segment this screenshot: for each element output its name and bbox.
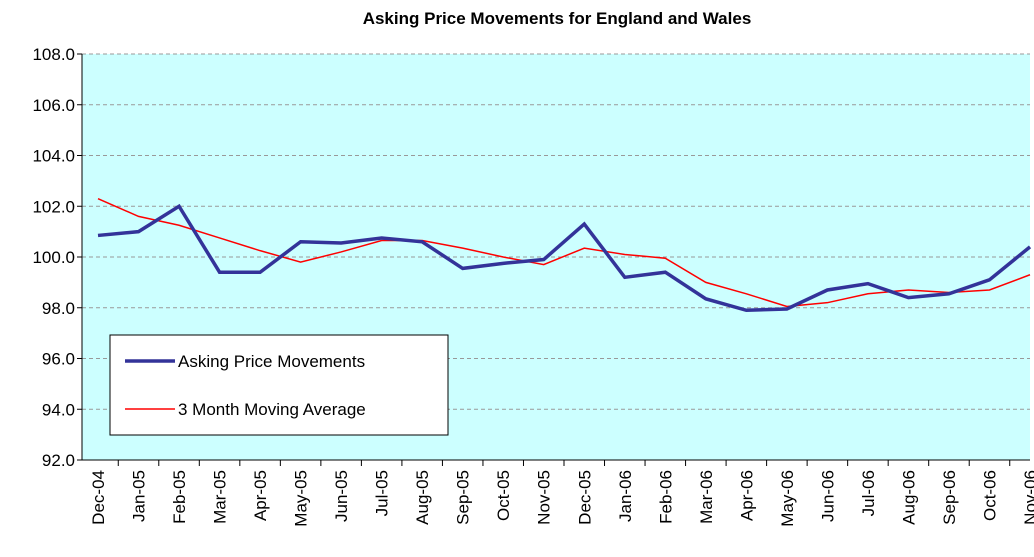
x-tick-label: Dec-05 <box>575 470 594 525</box>
x-tick-label: May-06 <box>778 470 797 527</box>
x-tick-label: Jun-05 <box>332 470 351 522</box>
chart-title: Asking Price Movements for England and W… <box>363 9 752 28</box>
x-tick-label: Jan-06 <box>616 470 635 522</box>
y-tick-label: 96.0 <box>42 350 75 369</box>
x-tick-label: Jan-05 <box>130 470 149 522</box>
series-line <box>97 203 1032 313</box>
x-tick-label: Nov-06 <box>1021 470 1034 525</box>
y-tick-label: 104.0 <box>32 147 75 166</box>
x-tick-label: May-05 <box>292 470 311 527</box>
legend-label: Asking Price Movements <box>178 352 365 371</box>
y-tick-label: 100.0 <box>32 248 75 267</box>
x-tick-label: Feb-05 <box>170 470 189 524</box>
y-tick-label: 108.0 <box>32 45 75 64</box>
series-line <box>97 197 1031 308</box>
x-tick-label: Aug-05 <box>413 470 432 525</box>
x-tick-label: Feb-06 <box>656 470 675 524</box>
x-tick-label: Jun-06 <box>818 470 837 522</box>
y-tick-label: 92.0 <box>42 451 75 470</box>
legend-box <box>109 334 449 436</box>
x-tick-label: Apr-06 <box>737 470 756 521</box>
x-tick-label: Dec-04 <box>89 470 108 525</box>
x-tick-label: Mar-05 <box>211 470 230 524</box>
x-tick-label: Oct-06 <box>980 470 999 521</box>
y-tick-label: 106.0 <box>32 96 75 115</box>
y-tick-label: 102.0 <box>32 197 75 216</box>
x-tick-label: Oct-05 <box>494 470 513 521</box>
x-tick-label: Jul-06 <box>859 470 878 516</box>
x-tick-label: Mar-06 <box>697 470 716 524</box>
x-tick-label: Sep-05 <box>454 470 473 525</box>
x-tick-label: Apr-05 <box>251 470 270 521</box>
x-tick-label: Aug-06 <box>899 470 918 525</box>
y-tick-label: 98.0 <box>42 299 75 318</box>
y-tick-label: 94.0 <box>42 400 75 419</box>
x-tick-label: Nov-05 <box>535 470 554 525</box>
legend-label: 3 Month Moving Average <box>178 400 366 419</box>
x-tick-label: Jul-05 <box>373 470 392 516</box>
x-tick-label: Sep-06 <box>940 470 959 525</box>
